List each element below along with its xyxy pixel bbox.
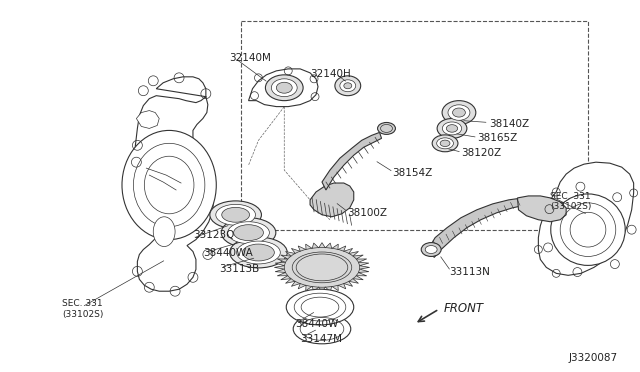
Text: 38165Z: 38165Z bbox=[477, 134, 517, 143]
Ellipse shape bbox=[452, 108, 465, 117]
Ellipse shape bbox=[421, 243, 441, 256]
Text: SEC. 331
(33102S): SEC. 331 (33102S) bbox=[550, 192, 591, 211]
Ellipse shape bbox=[234, 225, 264, 241]
Ellipse shape bbox=[335, 76, 361, 96]
Ellipse shape bbox=[425, 246, 437, 253]
Polygon shape bbox=[310, 183, 354, 217]
Ellipse shape bbox=[436, 138, 454, 149]
Text: 32140M: 32140M bbox=[228, 53, 271, 63]
Ellipse shape bbox=[230, 237, 287, 268]
Text: 33147M: 33147M bbox=[300, 334, 342, 344]
Ellipse shape bbox=[237, 241, 280, 264]
Ellipse shape bbox=[271, 79, 297, 97]
Polygon shape bbox=[538, 162, 634, 275]
Text: J3320087: J3320087 bbox=[568, 353, 617, 363]
Ellipse shape bbox=[286, 289, 354, 325]
Text: 38154Z: 38154Z bbox=[392, 168, 433, 178]
Text: 38100Z: 38100Z bbox=[347, 208, 387, 218]
Ellipse shape bbox=[216, 204, 255, 225]
Polygon shape bbox=[134, 77, 214, 291]
Text: 38140Z: 38140Z bbox=[489, 119, 529, 128]
Ellipse shape bbox=[276, 82, 292, 93]
Text: 33113N: 33113N bbox=[449, 267, 490, 278]
Polygon shape bbox=[136, 110, 159, 128]
Ellipse shape bbox=[293, 314, 351, 344]
Ellipse shape bbox=[228, 222, 269, 244]
Ellipse shape bbox=[442, 101, 476, 125]
Text: SEC. 331
(33102S): SEC. 331 (33102S) bbox=[62, 299, 103, 318]
Text: 38440W: 38440W bbox=[295, 319, 339, 329]
Ellipse shape bbox=[442, 122, 461, 135]
Ellipse shape bbox=[446, 125, 458, 132]
Text: FRONT: FRONT bbox=[444, 302, 484, 315]
Text: 33123Q: 33123Q bbox=[193, 230, 234, 240]
Text: 38120Z: 38120Z bbox=[461, 148, 501, 158]
Ellipse shape bbox=[378, 122, 396, 134]
Ellipse shape bbox=[266, 75, 303, 101]
Polygon shape bbox=[248, 69, 318, 107]
Ellipse shape bbox=[344, 83, 352, 89]
Ellipse shape bbox=[551, 194, 625, 265]
Polygon shape bbox=[518, 196, 566, 222]
Ellipse shape bbox=[210, 201, 262, 229]
Ellipse shape bbox=[440, 140, 450, 147]
Ellipse shape bbox=[153, 217, 175, 247]
Ellipse shape bbox=[221, 218, 276, 247]
Ellipse shape bbox=[432, 135, 458, 152]
Text: 33113B: 33113B bbox=[219, 264, 259, 275]
Polygon shape bbox=[275, 243, 370, 292]
Ellipse shape bbox=[448, 105, 470, 120]
Ellipse shape bbox=[122, 131, 216, 240]
Ellipse shape bbox=[243, 244, 275, 261]
Ellipse shape bbox=[340, 80, 356, 92]
Text: 38440WA: 38440WA bbox=[203, 247, 253, 257]
Bar bbox=[241, 21, 588, 230]
Text: 32140H: 32140H bbox=[310, 69, 351, 79]
Ellipse shape bbox=[221, 207, 250, 222]
Ellipse shape bbox=[437, 119, 467, 138]
Polygon shape bbox=[429, 198, 527, 257]
Polygon shape bbox=[322, 132, 381, 190]
